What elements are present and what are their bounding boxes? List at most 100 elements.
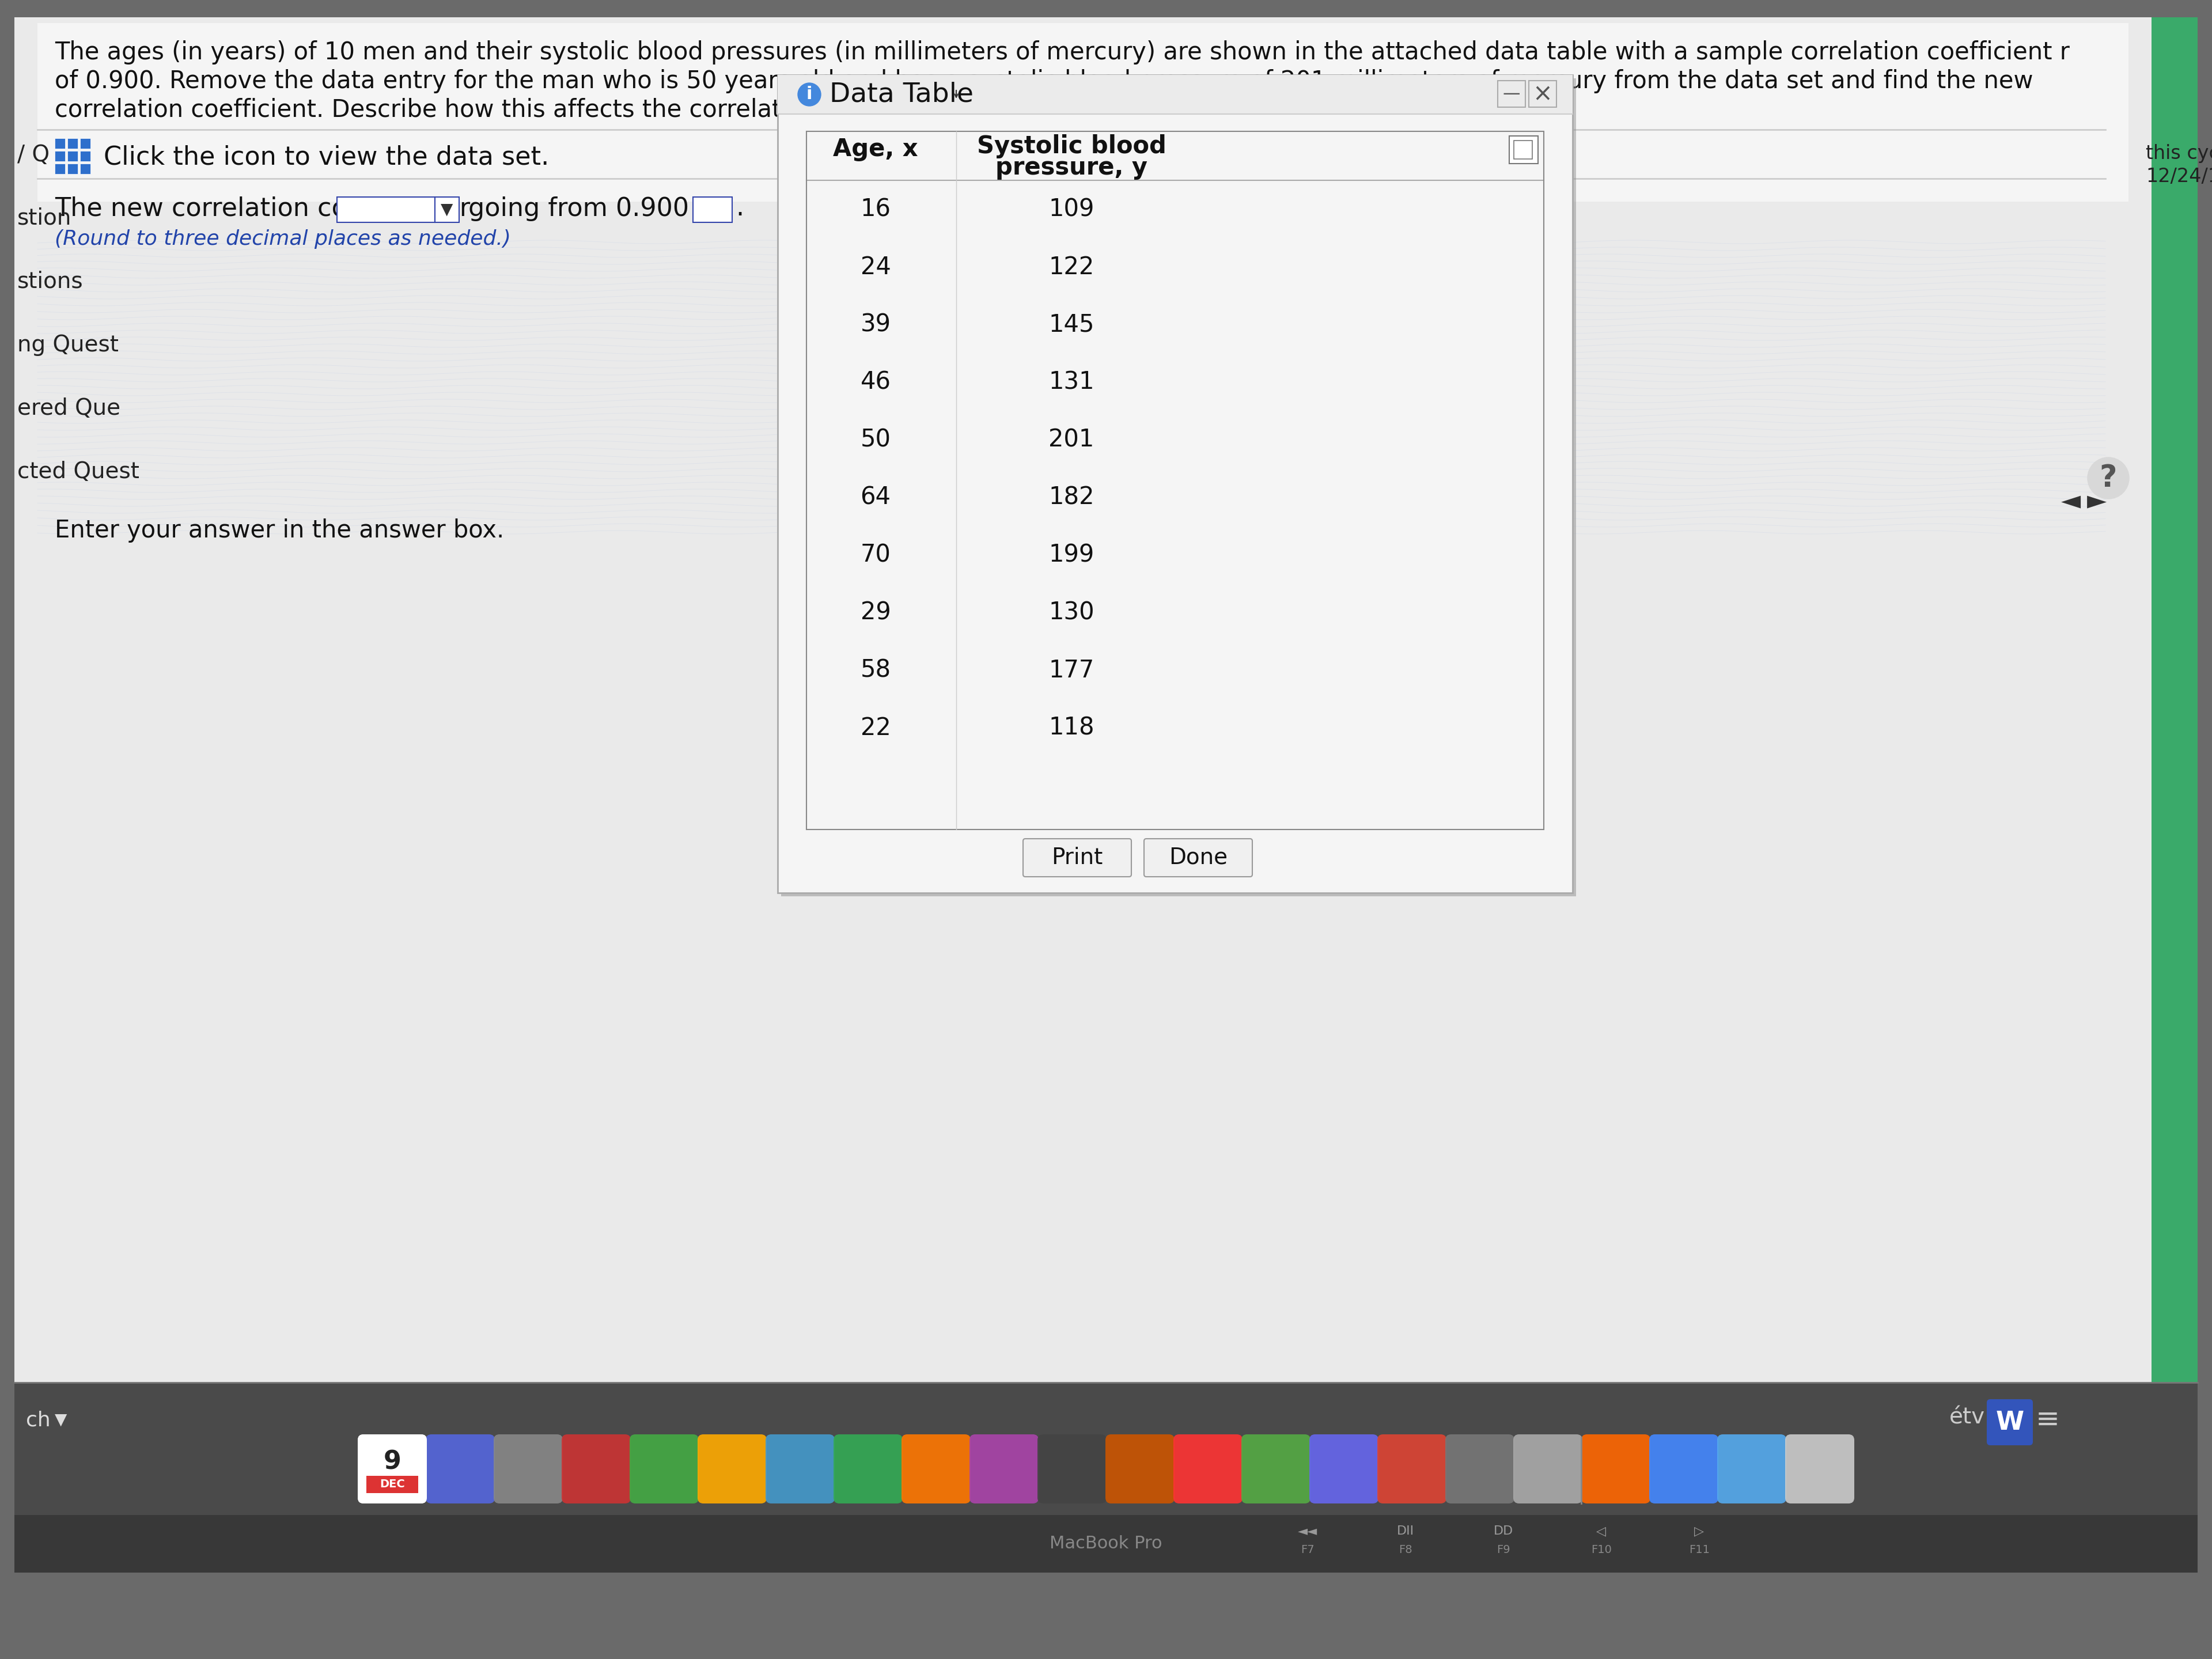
FancyBboxPatch shape [1717,1435,1787,1503]
Text: this cyc: this cyc [2146,144,2212,163]
Text: / Q: / Q [18,144,49,166]
Text: 50: 50 [860,428,891,453]
Text: ◁: ◁ [1597,1525,1606,1536]
Text: 24: 24 [860,255,891,279]
FancyBboxPatch shape [1106,1435,1175,1503]
Text: 16: 16 [860,197,891,222]
FancyBboxPatch shape [1022,839,1130,876]
Text: ◄: ◄ [2062,489,2081,514]
Bar [1498,81,1526,108]
Bar [66,138,77,149]
Text: ▼: ▼ [55,1412,66,1428]
Text: .: . [737,196,743,221]
Text: i: i [807,86,812,103]
Text: The ages (in years) of 10 men and their systolic blood pressures (in millimeters: The ages (in years) of 10 men and their … [55,40,2070,65]
Text: 39: 39 [860,314,891,337]
Text: Systolic blood: Systolic blood [978,134,1166,158]
FancyBboxPatch shape [1241,1435,1310,1503]
FancyBboxPatch shape [1513,1435,1582,1503]
Circle shape [2088,458,2128,499]
FancyBboxPatch shape [1310,1435,1378,1503]
FancyBboxPatch shape [902,1435,971,1503]
FancyBboxPatch shape [1144,839,1252,876]
Text: DEC: DEC [380,1478,405,1490]
Text: cted Quest: cted Quest [18,461,139,483]
Text: Click the icon to view the data set.: Click the icon to view the data set. [104,144,549,169]
FancyBboxPatch shape [425,1435,495,1503]
Text: 145: 145 [1048,314,1095,337]
FancyBboxPatch shape [765,1435,834,1503]
Bar [55,164,64,174]
Text: DII: DII [1396,1525,1413,1536]
Text: 22: 22 [860,717,891,740]
Text: 70: 70 [860,542,891,567]
Bar [1513,141,1533,159]
Text: F9: F9 [1498,1545,1511,1554]
Bar [781,78,1575,896]
Text: of 0.900. Remove the data entry for the man who is 50 years old and has a systol: of 0.900. Remove the data entry for the … [55,70,2033,93]
FancyBboxPatch shape [1986,1399,2033,1445]
Text: 199: 199 [1048,542,1095,567]
Text: 182: 182 [1048,486,1095,509]
Bar [807,131,1544,830]
Text: 122: 122 [1048,255,1095,279]
Bar [436,197,460,222]
Bar [55,138,64,149]
Text: F8: F8 [1398,1545,1411,1554]
Bar [15,17,2197,1382]
Bar [80,138,91,149]
Text: ▷: ▷ [1694,1525,1703,1536]
Bar [779,75,1573,893]
Text: pressure, y: pressure, y [995,156,1148,179]
Text: 46: 46 [860,370,891,395]
FancyBboxPatch shape [358,1435,427,1503]
Text: ≡: ≡ [2035,1407,2059,1433]
Text: 12/24/1: 12/24/1 [2146,168,2212,186]
Text: The new correlation coefficient r: The new correlation coefficient r [55,196,471,221]
Text: (Round to three decimal places as needed.): (Round to three decimal places as needed… [55,229,511,249]
Text: étv: étv [1949,1407,1984,1428]
FancyBboxPatch shape [1650,1435,1719,1503]
Bar [80,151,91,161]
Text: 201: 201 [1048,428,1095,453]
Text: F10: F10 [1590,1545,1613,1554]
Bar [1509,136,1537,164]
Circle shape [799,83,821,106]
Text: 109: 109 [1048,197,1095,222]
Bar [779,75,1573,114]
Text: ng Quest: ng Quest [18,333,119,357]
Text: 177: 177 [1048,659,1095,682]
Bar [336,197,436,222]
FancyBboxPatch shape [697,1435,768,1503]
Text: 118: 118 [1048,717,1095,740]
Text: Done: Done [1168,846,1228,869]
Text: F11: F11 [1690,1545,1710,1554]
Text: stions: stions [18,270,84,292]
FancyBboxPatch shape [1172,1435,1243,1503]
Text: stion: stion [18,207,71,229]
Text: 29: 29 [860,601,891,625]
Text: 9: 9 [383,1450,400,1475]
Bar [15,1382,2197,1573]
Bar [367,1477,418,1493]
Text: Enter your answer in the answer box.: Enter your answer in the answer box. [55,518,504,542]
Text: ▼: ▼ [440,202,453,217]
FancyBboxPatch shape [1785,1435,1854,1503]
Bar [55,151,64,161]
Bar [15,1515,2197,1573]
Bar [66,151,77,161]
Text: 130: 130 [1048,601,1095,625]
Text: ◄◄: ◄◄ [1298,1525,1318,1536]
FancyBboxPatch shape [834,1435,902,1503]
FancyBboxPatch shape [1582,1435,1650,1503]
FancyBboxPatch shape [358,1435,427,1503]
Bar [38,23,2128,202]
FancyBboxPatch shape [1444,1435,1515,1503]
FancyBboxPatch shape [493,1435,562,1503]
Text: DD: DD [1493,1525,1513,1536]
FancyBboxPatch shape [562,1435,630,1503]
Text: ×: × [1533,81,1553,106]
Text: correlation coefficient. Describe how this affects the correlation coefficient r: correlation coefficient. Describe how th… [55,98,1170,123]
Text: Age, x: Age, x [834,138,918,161]
Text: Data Table: Data Table [830,81,973,108]
